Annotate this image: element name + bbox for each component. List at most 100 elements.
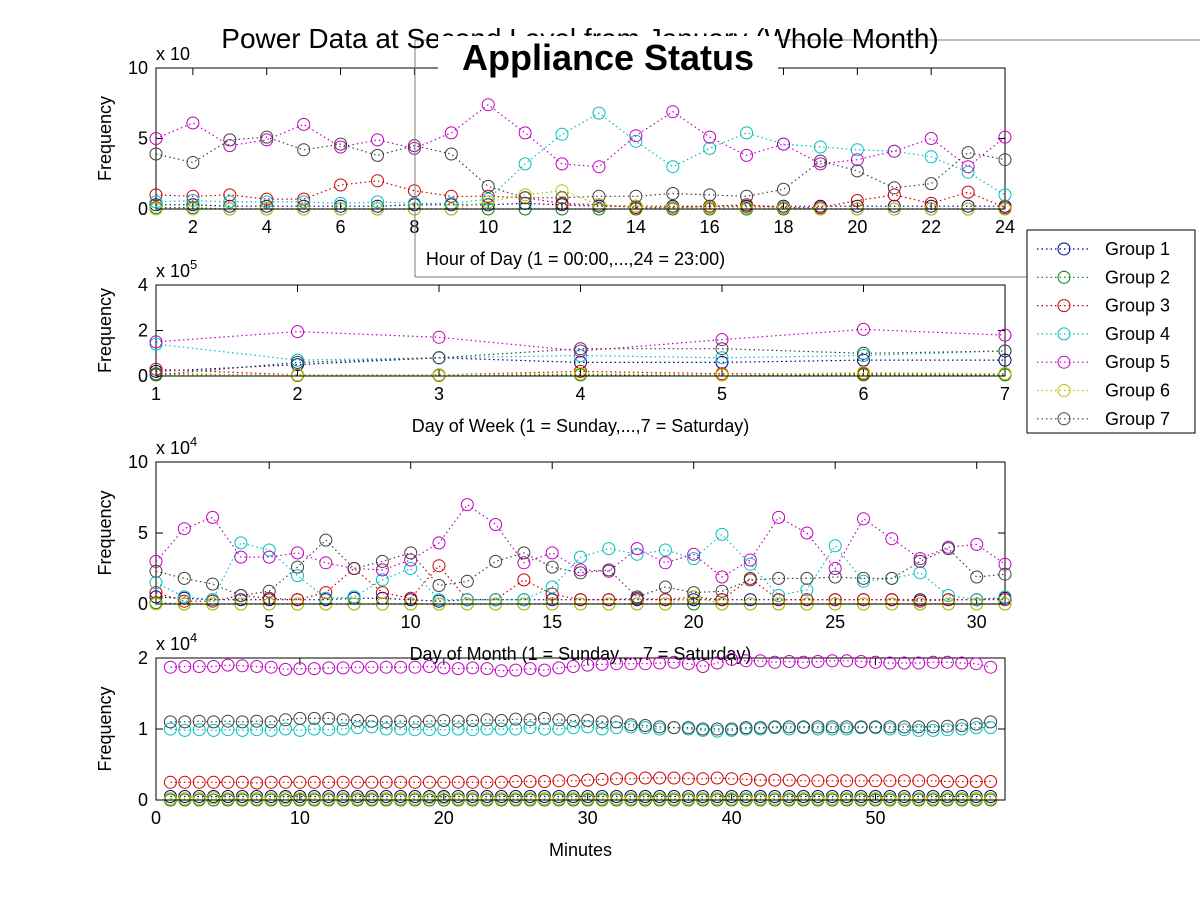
legend-entry: Group 6 — [1037, 381, 1170, 401]
data-point — [422, 791, 436, 805]
data-point — [178, 792, 192, 806]
data-point — [638, 771, 652, 785]
data-point — [955, 719, 969, 732]
data-point — [897, 723, 911, 737]
data-point — [177, 594, 191, 608]
data-point — [379, 792, 393, 806]
data-point — [602, 542, 616, 556]
data-point — [961, 199, 975, 213]
data-point — [149, 368, 163, 382]
data-point — [206, 593, 220, 607]
x-tick-label: 50 — [865, 808, 885, 828]
data-point — [223, 195, 237, 209]
data-point — [687, 593, 701, 607]
data-point — [772, 510, 786, 524]
data-point — [250, 714, 264, 728]
data-point — [624, 792, 638, 806]
data-point — [857, 366, 870, 380]
data-point — [407, 184, 421, 198]
data-point — [509, 722, 523, 736]
data-point — [481, 192, 495, 206]
y-tick-label: 0 — [138, 199, 148, 219]
data-point — [743, 593, 757, 607]
data-point — [725, 652, 739, 666]
data-point — [710, 792, 724, 806]
data-point — [924, 177, 938, 191]
legend-marker — [1057, 327, 1071, 341]
data-point — [444, 126, 458, 140]
data-point — [432, 368, 446, 382]
legend-entry: Group 1 — [1037, 239, 1170, 259]
data-point — [924, 132, 938, 145]
series-5 — [149, 98, 1012, 174]
data-point — [969, 775, 983, 788]
data-point — [379, 715, 393, 729]
data-point — [897, 774, 911, 788]
legend-entry: Group 7 — [1037, 409, 1170, 429]
data-point — [394, 775, 408, 789]
data-point — [297, 195, 311, 209]
x-tick-label: 4 — [575, 384, 585, 404]
data-point — [595, 772, 609, 786]
data-point — [336, 713, 350, 727]
x-tick-label: 5 — [264, 612, 274, 632]
data-point — [970, 593, 984, 607]
data-point — [481, 189, 495, 203]
data-point — [494, 792, 508, 806]
data-point — [264, 792, 278, 806]
data-point — [768, 792, 782, 806]
data-point — [667, 721, 681, 735]
x-tick-label: 12 — [552, 217, 572, 237]
data-point — [178, 715, 192, 729]
data-point — [883, 774, 897, 788]
x-tick-label: 22 — [921, 217, 941, 237]
data-point — [206, 577, 220, 591]
data-point — [186, 156, 200, 169]
y-axis-label: Frequency — [95, 96, 115, 181]
series-line — [155, 539, 1006, 598]
series-6 — [149, 366, 1012, 382]
data-point — [940, 775, 954, 788]
series-4 — [149, 106, 1012, 210]
data-point — [638, 792, 652, 806]
data-point — [883, 656, 897, 670]
data-point — [480, 792, 494, 806]
data-point — [602, 593, 616, 607]
data-point — [595, 657, 609, 671]
x-tick-label: 2 — [292, 384, 302, 404]
data-point — [739, 792, 753, 806]
data-point — [297, 192, 311, 206]
data-point — [961, 185, 975, 199]
data-point — [955, 656, 969, 670]
data-point — [235, 775, 249, 789]
data-point — [753, 721, 767, 735]
data-point — [192, 723, 206, 737]
series-5 — [149, 498, 1012, 584]
x-tick-label: 16 — [700, 217, 720, 237]
data-point — [489, 554, 503, 568]
data-point — [869, 720, 882, 734]
data-point — [941, 589, 955, 602]
data-point — [813, 140, 827, 154]
data-point — [460, 574, 474, 588]
data-point — [984, 715, 998, 729]
data-point — [885, 571, 899, 585]
data-point — [460, 498, 474, 512]
legend-label: Group 2 — [1105, 267, 1170, 287]
data-point — [538, 711, 551, 725]
data-point — [624, 718, 638, 732]
data-point — [545, 546, 559, 560]
data-point — [552, 661, 566, 675]
data-point — [592, 189, 606, 203]
data-point — [460, 593, 474, 607]
x-tick-label: 18 — [774, 217, 794, 237]
data-point — [279, 662, 292, 676]
data-point — [307, 711, 321, 725]
data-point — [291, 593, 304, 607]
data-point — [566, 774, 580, 788]
data-point — [581, 792, 595, 806]
data-point — [394, 792, 408, 806]
y-tick-label: 2 — [138, 321, 148, 341]
